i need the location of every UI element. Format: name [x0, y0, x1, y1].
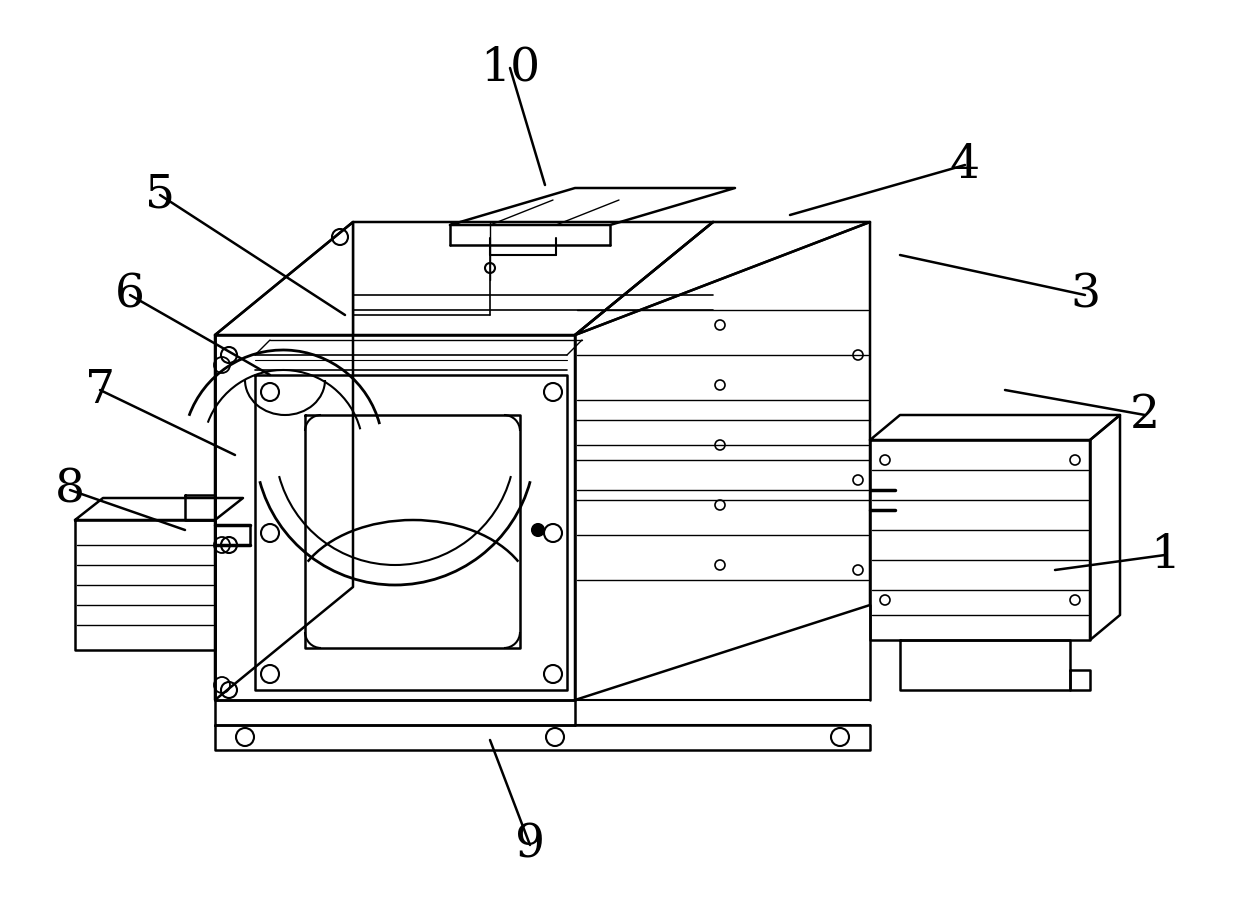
Text: 10: 10 [480, 46, 541, 91]
Text: 7: 7 [84, 368, 115, 413]
Text: 5: 5 [145, 172, 175, 218]
Circle shape [532, 524, 544, 536]
Text: 6: 6 [115, 273, 145, 318]
Text: 3: 3 [1070, 273, 1100, 318]
Text: 9: 9 [515, 823, 546, 867]
Text: 8: 8 [55, 467, 86, 512]
Text: 4: 4 [950, 143, 980, 187]
Text: 2: 2 [1130, 392, 1161, 438]
Text: 1: 1 [1149, 532, 1180, 578]
